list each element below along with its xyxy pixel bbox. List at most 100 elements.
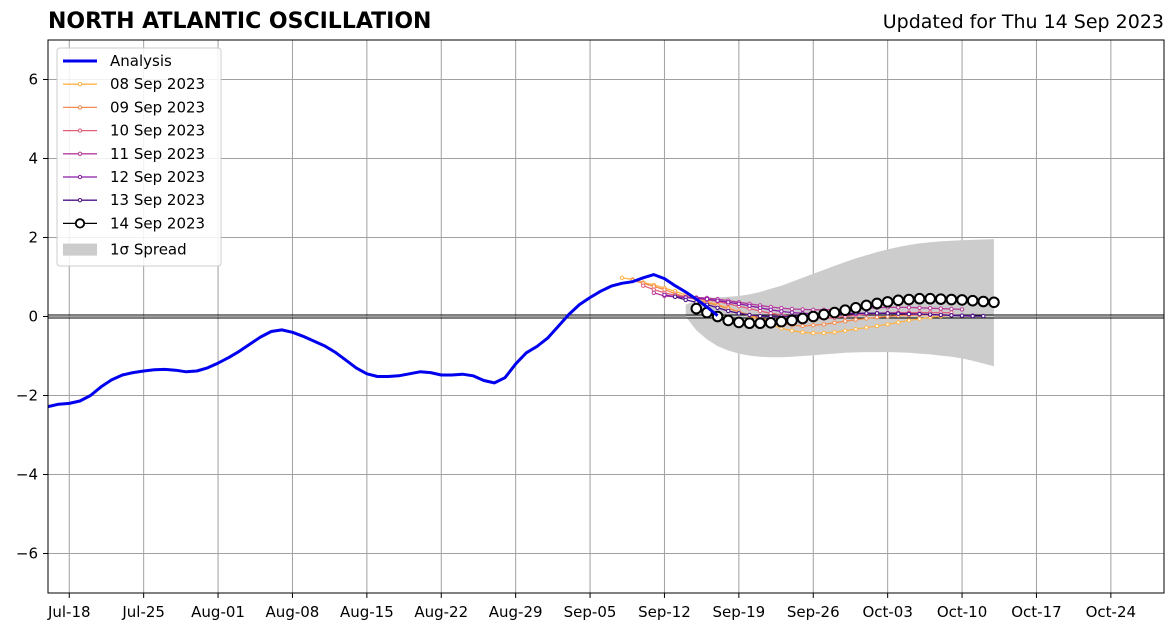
data-point — [839, 304, 851, 316]
legend-marker — [77, 198, 83, 203]
data-point — [726, 300, 731, 305]
legend-entry: 08 Sep 2023 — [63, 75, 205, 93]
data-point — [672, 294, 678, 299]
legend-entry: 11 Sep 2023 — [63, 145, 205, 163]
legend-label: 14 Sep 2023 — [110, 214, 205, 232]
x-tick-label: Aug-01 — [191, 603, 245, 621]
chart-subtitle: Updated for Thu 14 Sep 2023 — [882, 11, 1164, 33]
data-point — [796, 312, 809, 325]
data-point — [811, 330, 816, 336]
x-tick-label: Aug-29 — [489, 603, 543, 621]
x-tick-label: Sep-05 — [564, 603, 617, 621]
data-point — [896, 320, 901, 325]
legend-label: 1σ Spread — [110, 241, 187, 259]
data-point — [662, 292, 667, 297]
legend-entry: 13 Sep 2023 — [63, 191, 205, 209]
data-point — [764, 317, 777, 329]
data-point — [864, 311, 869, 316]
data-point — [977, 295, 990, 308]
data-point — [959, 307, 965, 312]
data-point — [860, 299, 873, 312]
data-point — [683, 297, 688, 303]
x-tick-label: Jul-18 — [47, 603, 91, 621]
data-point — [842, 328, 848, 333]
data-point — [807, 310, 820, 323]
x-tick-label: Sep-19 — [712, 603, 765, 621]
data-point — [690, 302, 703, 315]
data-point — [828, 306, 841, 319]
y-tick-label: −6 — [16, 545, 38, 563]
data-point — [935, 293, 947, 305]
data-point — [619, 275, 625, 280]
data-point — [906, 305, 912, 310]
data-point — [945, 293, 958, 306]
data-point — [874, 323, 880, 329]
data-point — [949, 313, 954, 318]
data-point — [651, 290, 657, 295]
data-point — [733, 316, 745, 329]
data-point — [747, 312, 752, 318]
data-point — [885, 311, 890, 316]
legend-label: 12 Sep 2023 — [110, 168, 205, 186]
legend-entry: Analysis — [63, 52, 172, 70]
data-point — [896, 311, 901, 316]
legend-label: 10 Sep 2023 — [110, 122, 205, 140]
spread-band — [685, 239, 994, 367]
legend-marker — [77, 128, 83, 133]
data-point — [743, 317, 756, 330]
data-point — [641, 283, 646, 288]
data-point — [874, 311, 880, 316]
legend-entry: 09 Sep 2023 — [63, 98, 205, 116]
data-point — [757, 305, 763, 311]
y-tick-label: 6 — [28, 71, 38, 89]
data-point — [842, 319, 848, 324]
data-point — [789, 310, 795, 315]
data-point — [789, 328, 795, 333]
data-point — [956, 294, 968, 306]
data-point — [722, 314, 735, 327]
y-tick-label: 2 — [28, 229, 38, 247]
data-point — [747, 303, 752, 309]
data-point — [970, 313, 975, 319]
data-point — [906, 318, 912, 323]
x-tick-label: Aug-22 — [414, 603, 468, 621]
data-point — [924, 292, 936, 305]
legend-marker — [77, 151, 83, 157]
data-point — [874, 315, 880, 320]
x-tick-label: Aug-08 — [266, 603, 320, 621]
data-point — [966, 294, 979, 307]
analysis-layer — [47, 273, 719, 409]
analysis-line — [47, 273, 719, 409]
data-point — [927, 306, 933, 311]
legend-entry: 1σ Spread — [63, 241, 187, 259]
legend-entry: 12 Sep 2023 — [63, 168, 205, 186]
data-point — [917, 305, 922, 311]
plot-frame — [47, 39, 1165, 594]
data-point — [786, 314, 798, 327]
data-point — [864, 325, 869, 330]
legend-marker — [74, 218, 86, 229]
y-tick-label: −2 — [16, 387, 38, 405]
x-tick-label: Jul-25 — [121, 603, 165, 621]
y-tick-label: 0 — [28, 308, 38, 326]
axes: −6 −4 −2 0 2 4 6 Jul-18 Jul-25 Aug-01 Aug-08 Aug-15… — [16, 39, 1165, 621]
data-point — [903, 293, 915, 306]
legend-entry: 14 Sep 2023 — [63, 214, 205, 232]
forecast-series-layer — [619, 275, 1000, 336]
data-point — [906, 311, 912, 317]
data-point — [757, 313, 763, 319]
data-point — [821, 330, 827, 336]
data-point — [988, 296, 1000, 309]
y-tick-label: −4 — [16, 466, 38, 484]
data-point — [818, 308, 830, 321]
x-tick-label: Oct-03 — [862, 603, 912, 621]
legend-box — [56, 47, 222, 267]
legend-label: 09 Sep 2023 — [110, 98, 205, 116]
data-point — [871, 297, 883, 310]
data-point — [881, 296, 894, 308]
data-point — [832, 320, 837, 326]
legend: Analysis 08 Sep 2023 09 Sep 2023 10 Sep 202… — [56, 47, 222, 267]
data-point — [896, 305, 901, 310]
data-point — [913, 292, 926, 305]
